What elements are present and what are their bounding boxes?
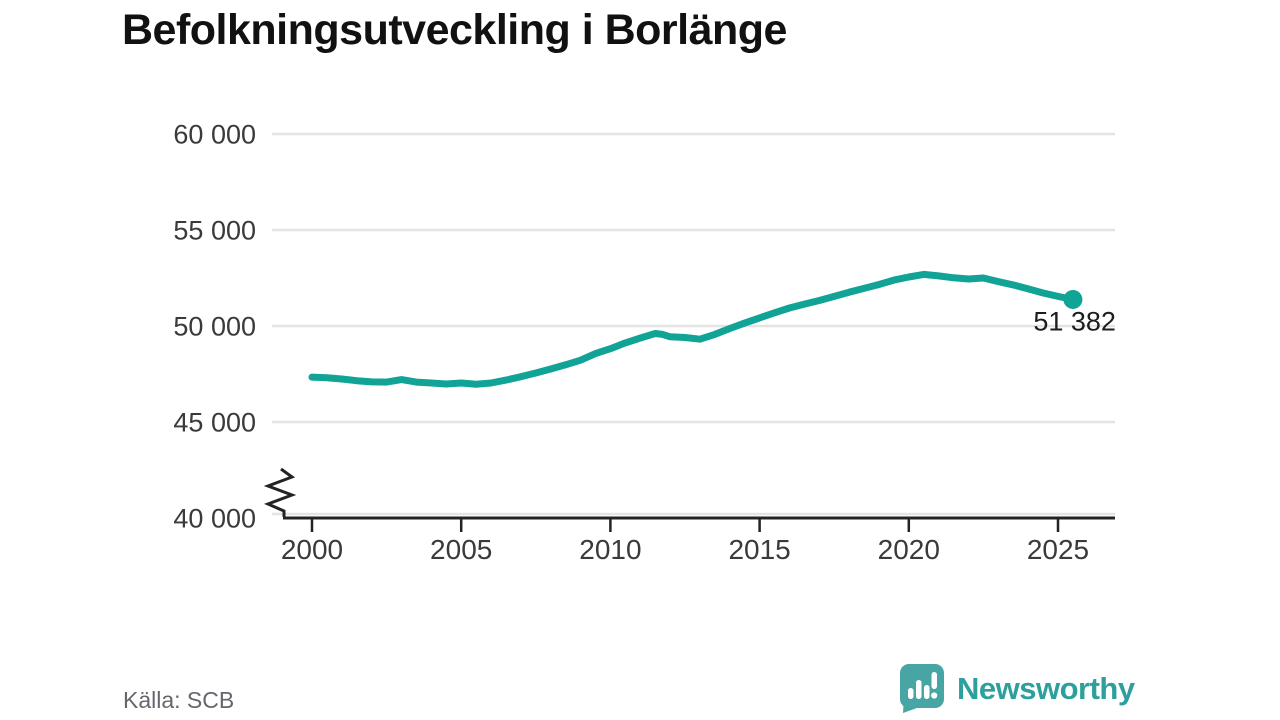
axis-break-icon <box>263 467 297 517</box>
population-line-chart: 40 000 45 000 50 000 55 000 60 000 2000 2005 20… <box>173 120 1116 566</box>
x-tick-label: 2010 <box>579 534 641 565</box>
y-tick-label: 50 000 <box>173 312 256 342</box>
population-line <box>308 270 1077 388</box>
end-value-label: 51 382 <box>1033 306 1116 336</box>
x-tick-label: 2000 <box>281 534 343 565</box>
y-tick-label: 45 000 <box>173 408 256 438</box>
y-tick-label: 60 000 <box>173 120 256 150</box>
chart-title: Befolkningsutveckling i Borlänge <box>122 6 787 54</box>
y-tick-label: 40 000 <box>173 504 256 534</box>
newsworthy-brand: Newsworthy <box>897 663 1135 715</box>
end-point-dot <box>1063 289 1083 309</box>
newsworthy-logo-icon <box>900 664 944 713</box>
x-tick-label: 2025 <box>1027 534 1089 565</box>
brand-name: Newsworthy <box>957 671 1135 706</box>
source-label: Källa: SCB <box>123 687 235 713</box>
x-tick-label: 2005 <box>430 534 492 565</box>
x-tick-label: 2020 <box>878 534 940 565</box>
y-tick-label: 55 000 <box>173 216 256 246</box>
x-tick-label: 2015 <box>728 534 790 565</box>
